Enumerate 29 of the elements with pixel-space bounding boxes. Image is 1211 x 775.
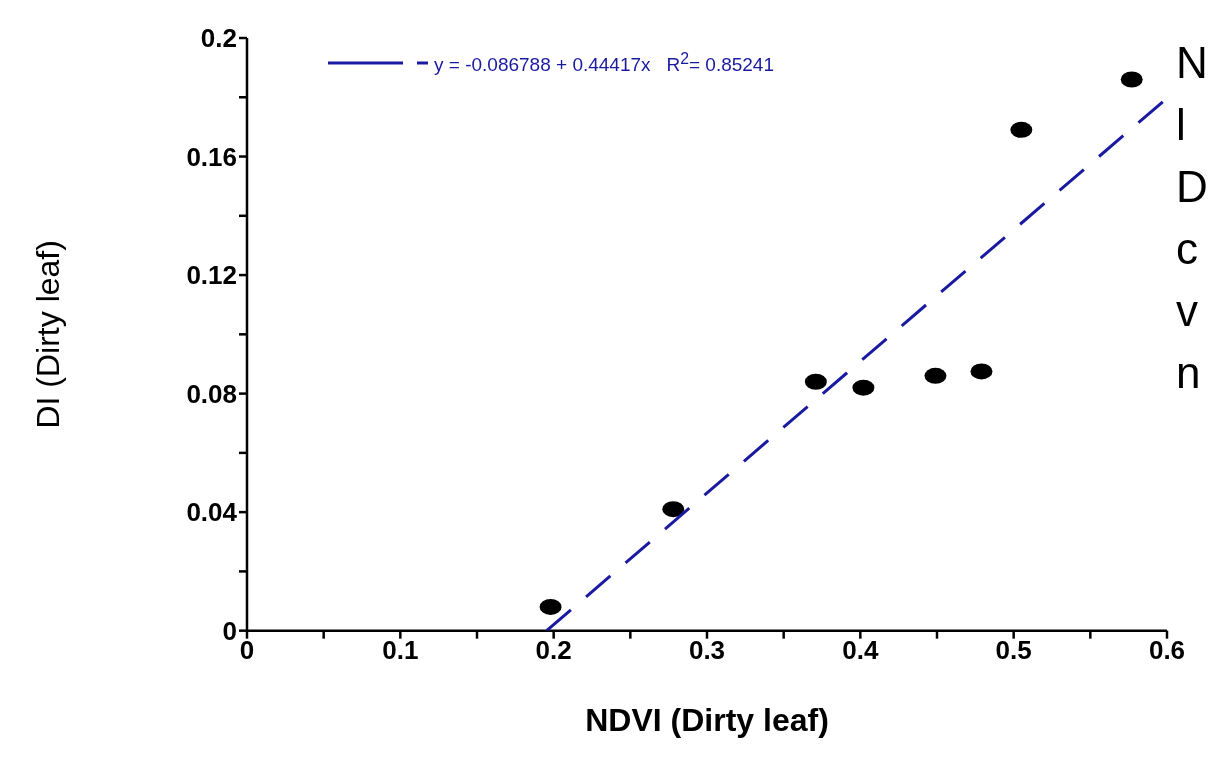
point (539, 598, 562, 615)
x-tick-label: 0.4 (842, 635, 879, 666)
y-tick-label: 0.08 (186, 378, 237, 409)
y-tick-label: 0.04 (186, 497, 238, 528)
y-tick-label: 0.16 (186, 141, 237, 172)
text: l (1176, 99, 1187, 151)
y-tick-label: 0 (222, 615, 237, 646)
text: n (1176, 347, 1202, 399)
text: c (1176, 223, 1199, 275)
x-tick-label: 0.6 (1148, 635, 1186, 666)
point (1010, 121, 1033, 138)
point (1120, 71, 1143, 88)
point (970, 363, 993, 380)
text: v (1176, 285, 1199, 337)
point (852, 379, 875, 396)
y-tick-label: 0.2 (200, 23, 237, 54)
x-axis-title: NDVI (Dirty leaf) (585, 701, 829, 738)
text: y = -0.086788 + 0.44417x R$^{2}$= 0.85241 (434, 50, 774, 77)
point (804, 373, 827, 390)
text: N (1176, 37, 1208, 89)
y-axis-title: DI (Dirty leaf) (30, 240, 67, 429)
point (662, 501, 685, 518)
x-tick-label: 0.3 (688, 635, 726, 666)
text: D (1176, 161, 1208, 213)
x-tick-label: 0.2 (535, 635, 572, 666)
y-tick-label: 0.12 (186, 260, 237, 291)
point (924, 367, 947, 384)
x-tick-label: 0.1 (382, 635, 419, 666)
x-tick-label: 0.5 (995, 635, 1032, 666)
